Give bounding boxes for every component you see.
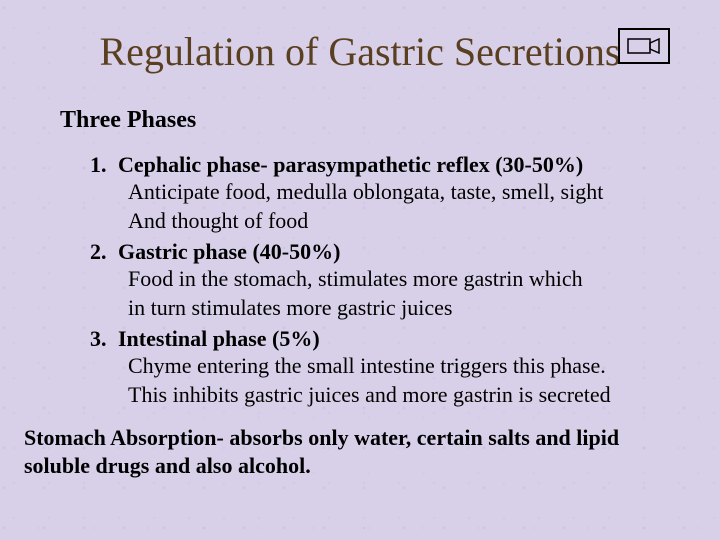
item-number: 1.	[90, 152, 118, 178]
item-heading: 3.Intestinal phase (5%)	[90, 326, 680, 352]
item-body-line: And thought of food	[128, 208, 308, 233]
camera-icon	[618, 28, 670, 64]
item-body: Anticipate food, medulla oblongata, tast…	[128, 178, 680, 235]
list-item: 3.Intestinal phase (5%) Chyme entering t…	[90, 326, 680, 409]
item-title: Cephalic phase- parasympathetic reflex (…	[118, 152, 583, 177]
item-number: 3.	[90, 326, 118, 352]
item-body: Food in the stomach, stimulates more gas…	[128, 265, 680, 322]
slide-title: Regulation of Gastric Secretions	[0, 0, 720, 83]
slide-subtitle: Three Phases	[60, 107, 720, 134]
footer-line: soluble drugs and also alcohol.	[24, 453, 311, 478]
item-number: 2.	[90, 239, 118, 265]
item-body-line: This inhibits gastric juices and more ga…	[128, 382, 611, 407]
item-body: Chyme entering the small intestine trigg…	[128, 352, 680, 409]
footer-line: Stomach Absorption- absorbs only water, …	[24, 425, 619, 450]
item-body-line: Chyme entering the small intestine trigg…	[128, 353, 606, 378]
item-title: Gastric phase (40-50%)	[118, 239, 340, 264]
item-body-line: in turn stimulates more gastric juices	[128, 295, 452, 320]
item-heading: 2.Gastric phase (40-50%)	[90, 239, 680, 265]
item-title: Intestinal phase (5%)	[118, 326, 320, 351]
item-heading: 1.Cephalic phase- parasympathetic reflex…	[90, 152, 680, 178]
list-item: 2.Gastric phase (40-50%) Food in the sto…	[90, 239, 680, 322]
item-body-line: Anticipate food, medulla oblongata, tast…	[128, 179, 603, 204]
list-item: 1.Cephalic phase- parasympathetic reflex…	[90, 152, 680, 235]
footer-text: Stomach Absorption- absorbs only water, …	[24, 424, 696, 481]
item-body-line: Food in the stomach, stimulates more gas…	[128, 266, 583, 291]
